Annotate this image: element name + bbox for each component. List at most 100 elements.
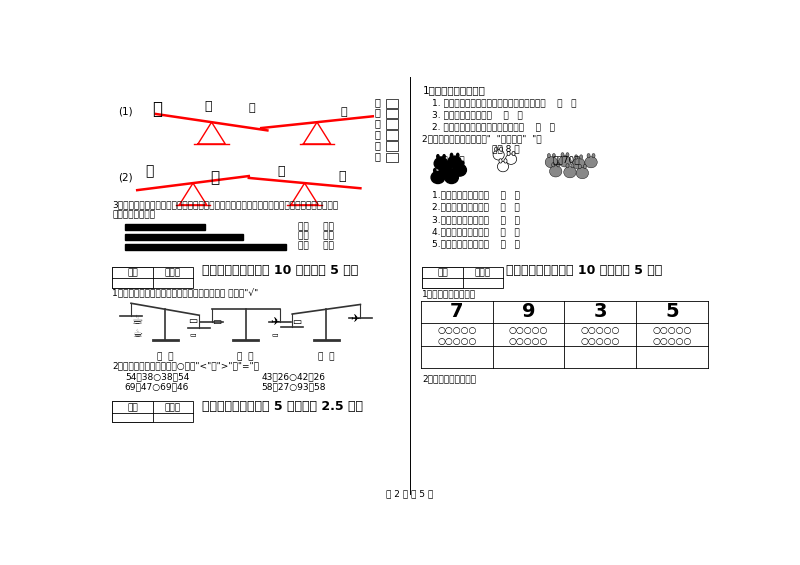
Ellipse shape bbox=[547, 154, 550, 158]
Text: （  ）: （ ） bbox=[157, 352, 174, 361]
Bar bbox=[386, 99, 398, 108]
Text: 54＋38○38＋54: 54＋38○38＋54 bbox=[125, 372, 189, 381]
Ellipse shape bbox=[574, 155, 578, 159]
Text: 🍐: 🍐 bbox=[374, 151, 380, 162]
Text: 第（     ）根: 第（ ）根 bbox=[298, 242, 334, 251]
Text: 🐶: 🐶 bbox=[340, 107, 347, 117]
Text: 🍐: 🍐 bbox=[146, 164, 154, 179]
Ellipse shape bbox=[585, 157, 598, 168]
Ellipse shape bbox=[439, 165, 453, 177]
Text: 得分: 得分 bbox=[127, 268, 138, 277]
Ellipse shape bbox=[592, 154, 595, 158]
Ellipse shape bbox=[573, 158, 585, 169]
Text: 得分: 得分 bbox=[437, 268, 448, 277]
Text: ▭: ▭ bbox=[293, 318, 302, 327]
Text: 3.灰兔比白兔多得多。    （   ）: 3.灰兔比白兔多得多。 （ ） bbox=[432, 215, 519, 224]
Ellipse shape bbox=[578, 164, 582, 169]
Bar bbox=[112, 402, 193, 423]
Text: 2、先计算，再比大小，在○填上"<"、">"或"="。: 2、先计算，再比大小，在○填上"<"、">"或"="。 bbox=[112, 362, 259, 371]
Text: 评卷人: 评卷人 bbox=[165, 268, 181, 277]
Text: 1、我会判断对与错。: 1、我会判断对与错。 bbox=[422, 85, 486, 95]
Text: 5: 5 bbox=[665, 302, 678, 321]
Text: 🍍: 🍍 bbox=[210, 170, 219, 185]
Text: 2、数一数，画一画。: 2、数一数，画一画。 bbox=[422, 375, 477, 384]
Text: ✈: ✈ bbox=[270, 318, 279, 327]
Ellipse shape bbox=[512, 151, 515, 156]
Ellipse shape bbox=[579, 155, 582, 159]
Bar bbox=[386, 130, 398, 140]
Text: 🍓: 🍓 bbox=[374, 140, 380, 150]
Ellipse shape bbox=[434, 158, 448, 170]
Text: ▭: ▭ bbox=[188, 316, 198, 326]
Ellipse shape bbox=[499, 159, 502, 163]
Text: 4.灰兔比黑兔多一些。    （   ）: 4.灰兔比黑兔多一些。 （ ） bbox=[432, 227, 519, 236]
Ellipse shape bbox=[445, 171, 458, 184]
Ellipse shape bbox=[450, 153, 454, 158]
Ellipse shape bbox=[447, 162, 451, 167]
Text: ○○○○○: ○○○○○ bbox=[581, 327, 620, 336]
Ellipse shape bbox=[558, 156, 571, 167]
Ellipse shape bbox=[552, 163, 554, 167]
Text: (1): (1) bbox=[118, 107, 134, 117]
Text: 2、判断下面各题，对的画"  "，错的画"  "。: 2、判断下面各题，对的画" "，错的画" "。 bbox=[422, 134, 542, 143]
Text: 🐼: 🐼 bbox=[374, 98, 380, 107]
Text: 58＋27○93－58: 58＋27○93－58 bbox=[262, 382, 326, 391]
Text: 六、数一数（本题共 10 分，每题 5 分）: 六、数一数（本题共 10 分，每题 5 分） bbox=[506, 264, 662, 277]
Ellipse shape bbox=[566, 153, 569, 157]
Text: ○○○○○: ○○○○○ bbox=[652, 337, 691, 346]
Ellipse shape bbox=[506, 154, 517, 164]
Text: 🍍: 🍍 bbox=[374, 129, 380, 139]
Text: 🍐: 🍐 bbox=[338, 170, 346, 183]
Text: 黑兔67只: 黑兔67只 bbox=[438, 156, 466, 164]
Ellipse shape bbox=[448, 156, 462, 168]
Text: ▭: ▭ bbox=[271, 331, 278, 337]
Ellipse shape bbox=[504, 159, 507, 163]
Ellipse shape bbox=[431, 171, 445, 184]
Ellipse shape bbox=[545, 157, 558, 168]
Ellipse shape bbox=[552, 154, 555, 158]
Ellipse shape bbox=[441, 162, 445, 167]
Ellipse shape bbox=[493, 150, 504, 160]
Ellipse shape bbox=[566, 163, 569, 168]
Text: 四、选一选（本题共 10 分，每题 5 分）: 四、选一选（本题共 10 分，每题 5 分） bbox=[202, 264, 358, 277]
Bar bbox=[422, 267, 462, 288]
Text: ☕: ☕ bbox=[132, 329, 142, 339]
Bar bbox=[112, 402, 153, 423]
Text: ○○○○○: ○○○○○ bbox=[438, 337, 477, 346]
Text: ○○○○○: ○○○○○ bbox=[509, 337, 548, 346]
Ellipse shape bbox=[446, 168, 450, 173]
Text: 🐤: 🐤 bbox=[249, 103, 255, 113]
Text: 9: 9 bbox=[522, 302, 535, 321]
Ellipse shape bbox=[454, 160, 458, 166]
Text: 灰兔70只: 灰兔70只 bbox=[553, 156, 580, 164]
Text: 评卷人: 评卷人 bbox=[165, 403, 181, 412]
Text: 🐤: 🐤 bbox=[374, 107, 380, 118]
Text: 69－47○69－46: 69－47○69－46 bbox=[125, 382, 189, 391]
Text: ▭: ▭ bbox=[190, 331, 196, 337]
Bar bbox=[112, 267, 153, 288]
Bar bbox=[422, 267, 503, 288]
Text: ○○○○○: ○○○○○ bbox=[509, 327, 548, 336]
Ellipse shape bbox=[507, 151, 510, 156]
Text: ▭: ▭ bbox=[212, 318, 221, 327]
Ellipse shape bbox=[433, 168, 437, 173]
Text: 2.黑兔比灰兔少得多。    （   ）: 2.黑兔比灰兔少得多。 （ ） bbox=[432, 203, 519, 212]
Ellipse shape bbox=[499, 147, 502, 151]
Bar bbox=[125, 224, 206, 230]
Text: ○○○○○: ○○○○○ bbox=[581, 337, 620, 346]
Bar bbox=[386, 108, 398, 118]
Text: （  ）: （ ） bbox=[238, 352, 254, 361]
Text: ☕: ☕ bbox=[131, 315, 143, 328]
Ellipse shape bbox=[550, 166, 562, 177]
Bar bbox=[112, 267, 193, 288]
Text: 🍓: 🍓 bbox=[278, 165, 285, 178]
Text: 🐶: 🐶 bbox=[374, 118, 380, 128]
Text: 评卷人: 评卷人 bbox=[474, 268, 491, 277]
Text: 第（     ）根: 第（ ）根 bbox=[298, 232, 334, 241]
Text: 2. 两个三角形可以拼成一个四边形。    （   ）: 2. 两个三角形可以拼成一个四边形。 （ ） bbox=[432, 123, 554, 132]
Text: ○○○○○: ○○○○○ bbox=[652, 327, 691, 336]
Ellipse shape bbox=[587, 154, 590, 158]
Text: 43－26○42－26: 43－26○42－26 bbox=[262, 372, 326, 381]
Text: 五、对与错（本题共 5 分，每题 2.5 分）: 五、对与错（本题共 5 分，每题 2.5 分） bbox=[202, 400, 363, 413]
Text: 7: 7 bbox=[450, 302, 464, 321]
